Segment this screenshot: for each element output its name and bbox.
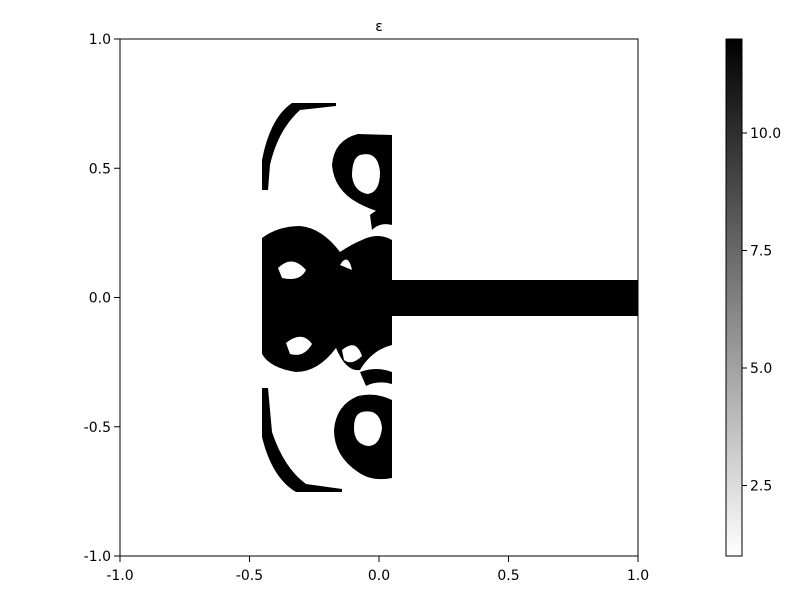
heatmap-outer-arc-bottom xyxy=(262,388,342,492)
heatmap-lower-ring xyxy=(334,369,392,480)
y-tick-label: 1.0 xyxy=(89,32,111,48)
x-tick-label: 0.5 xyxy=(497,568,519,584)
y-tick-label: 0.0 xyxy=(89,291,111,307)
colorbar-tick-label: 10.0 xyxy=(750,126,781,142)
heatmap-waveguide-taper xyxy=(392,288,406,308)
y-tick-label: 0.5 xyxy=(89,161,111,177)
heatmap-upper-ring xyxy=(332,134,392,230)
heatmap-field xyxy=(262,103,638,492)
y-tick-label: -0.5 xyxy=(84,420,111,436)
chart-title: ε xyxy=(375,19,383,35)
x-tick-label: -1.0 xyxy=(106,568,133,584)
colorbar-tick-label: 7.5 xyxy=(750,244,772,260)
x-tick-label: 1.0 xyxy=(627,568,649,584)
x-tick-label: -0.5 xyxy=(236,568,263,584)
x-axis: -1.0 -0.5 0.0 0.5 1.0 xyxy=(106,556,649,584)
colorbar-tick-label: 2.5 xyxy=(750,479,772,495)
heatmap-outer-arc-top xyxy=(262,103,336,190)
y-axis: -1.0 -0.5 0.0 0.5 1.0 xyxy=(84,32,120,565)
heatmap-waveguide xyxy=(392,280,638,316)
y-tick-label: -1.0 xyxy=(84,549,111,565)
heatmap-central-blob xyxy=(262,226,392,372)
x-tick-label: 0.0 xyxy=(368,568,390,584)
colorbar-tick-label: 5.0 xyxy=(750,361,772,377)
colorbar-axis: 2.5 5.0 7.5 10.0 xyxy=(742,126,781,495)
colorbar xyxy=(725,38,743,557)
